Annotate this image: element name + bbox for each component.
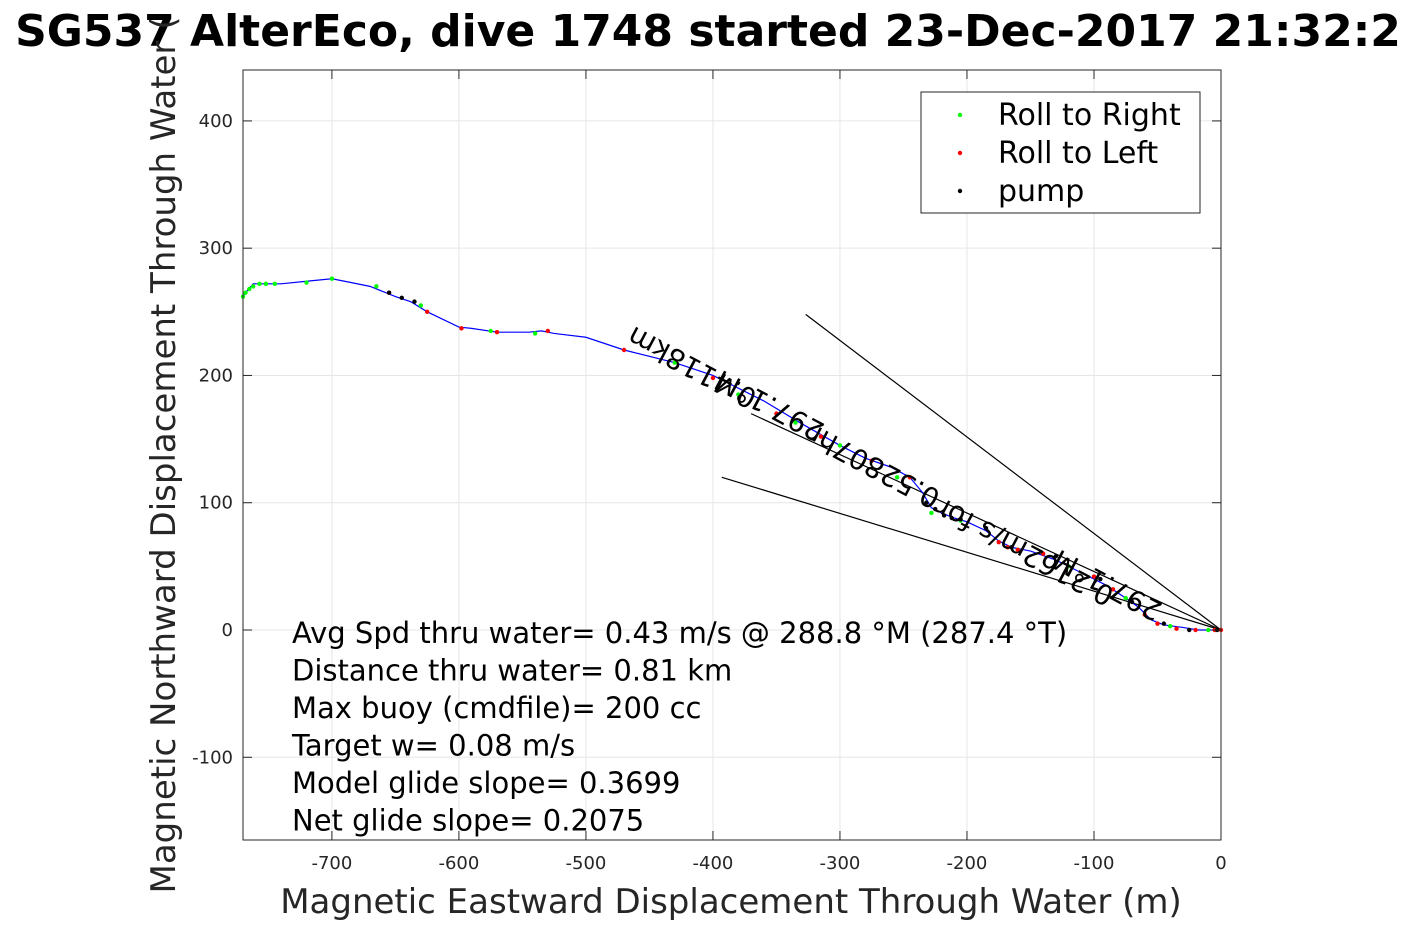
y-tick-label: -100 <box>192 747 233 768</box>
pump-point <box>1009 545 1014 550</box>
y-tick-label: 400 <box>199 111 233 132</box>
x-tick-label: -100 <box>1074 853 1115 874</box>
pump-point <box>933 506 938 512</box>
roll-left-point <box>710 375 716 381</box>
markers <box>240 276 1224 633</box>
roll-left-point <box>459 326 464 331</box>
roll-left-point <box>1015 547 1020 553</box>
roll-left-point <box>1005 545 1010 550</box>
roll-right-point <box>929 510 934 516</box>
legend-label: Roll to Right <box>998 98 1181 133</box>
x-tick-label: -600 <box>438 853 479 874</box>
pump-point <box>941 513 947 518</box>
roll-left-point <box>869 458 874 463</box>
pump-point <box>386 290 392 295</box>
glide-slope-line <box>805 313 1222 631</box>
y-axis-label: Magnetic Northward Displacement Through … <box>144 17 184 894</box>
roll-right-point <box>736 392 741 397</box>
info-line: Avg Spd thru water= 0.43 m/s @ 288.8 °M … <box>292 616 1067 650</box>
roll-right-point <box>304 280 309 285</box>
roll-right-point <box>243 290 248 295</box>
pump-point <box>399 295 404 301</box>
legend-marker <box>957 150 963 156</box>
roll-left-point <box>1193 627 1198 633</box>
roll-right-point <box>374 284 379 289</box>
axis-ticks: -700 -600 -500 -400 -300 -200 -100 0 -100 0 100 200… <box>192 70 1227 874</box>
pump-point <box>983 525 989 531</box>
roll-right-point <box>250 284 256 289</box>
roll-left-point <box>494 329 500 335</box>
roll-left-point <box>1110 587 1116 592</box>
roll-left-point <box>1142 612 1147 617</box>
roll-left-point <box>996 539 1001 545</box>
roll-right-point <box>1206 627 1211 633</box>
legend-marker <box>957 112 963 118</box>
roll-left-point <box>774 411 779 416</box>
plot-frame <box>242 69 1222 841</box>
roll-right-point <box>1123 595 1128 601</box>
y-tick-label: 300 <box>199 238 233 259</box>
pump-point <box>412 299 417 304</box>
pump-point <box>1129 599 1135 605</box>
pump-point <box>958 517 963 522</box>
legend-marker <box>957 188 963 194</box>
track-line <box>242 278 1221 631</box>
roll-right-point <box>418 303 424 308</box>
info-annotations: Avg Spd thru water= 0.43 m/s @ 288.8 °M … <box>291 616 1067 838</box>
info-line: Distance thru water= 0.81 km <box>292 654 732 688</box>
roll-right-point <box>1167 623 1173 629</box>
roll-left-point <box>1040 551 1046 556</box>
pump-point <box>949 515 954 521</box>
roll-left-point <box>818 434 824 439</box>
roll-left-point <box>621 347 627 353</box>
glide-slope-line <box>721 476 1222 631</box>
y-tick-label: 100 <box>199 493 233 514</box>
glide-slope-lines <box>721 313 1222 631</box>
track <box>242 278 1221 631</box>
pump-point <box>1161 621 1167 626</box>
pump-point <box>924 500 929 505</box>
roll-right-point <box>257 281 262 287</box>
pump-point <box>1098 576 1103 582</box>
roll-right-point <box>263 281 269 287</box>
glide-slope-line <box>750 413 1222 631</box>
roll-right-point <box>837 443 843 448</box>
x-axis-label: Magnetic Eastward Displacement Through W… <box>280 882 1182 922</box>
x-tick-label: -300 <box>820 853 861 874</box>
pump-point <box>1187 627 1192 633</box>
roll-left-point <box>1091 574 1097 579</box>
y-tick-label: 0 <box>222 620 233 641</box>
info-line: Target w= 0.08 m/s <box>291 729 575 763</box>
x-tick-label: -200 <box>947 853 988 874</box>
roll-right-point <box>329 276 335 281</box>
roll-left-point <box>1174 626 1179 631</box>
roll-right-point <box>1066 564 1071 569</box>
info-line: Model glide slope= 0.3699 <box>292 766 680 800</box>
x-tick-label: -400 <box>693 853 734 874</box>
info-line: Max buoy (cmdfile)= 200 cc <box>292 691 701 725</box>
legend-label: pump <box>998 174 1084 209</box>
chart-title: SG537 AlterEco, dive 1748 started 23-Dec… <box>15 6 1401 57</box>
pump-point <box>1053 553 1059 559</box>
x-tick-label: 0 <box>1215 853 1226 874</box>
roll-left-point <box>907 475 913 480</box>
roll-right-point <box>532 331 538 336</box>
roll-right-point <box>894 475 900 480</box>
roll-right-point <box>247 286 252 292</box>
x-tick-label: -700 <box>311 853 352 874</box>
legend-label: Roll to Left <box>998 136 1158 171</box>
legend-box <box>920 91 1201 214</box>
x-tick-label: -500 <box>566 853 607 874</box>
roll-right-point <box>488 328 493 334</box>
info-line: Net glide slope= 0.2075 <box>292 804 644 838</box>
roll-right-point <box>272 281 277 287</box>
roll-left-point <box>1155 621 1160 626</box>
roll-right-point <box>672 360 678 365</box>
roll-right-point <box>793 420 798 425</box>
roll-left-point <box>424 309 430 315</box>
roll-left-point <box>545 328 551 334</box>
y-tick-label: 200 <box>199 365 233 386</box>
